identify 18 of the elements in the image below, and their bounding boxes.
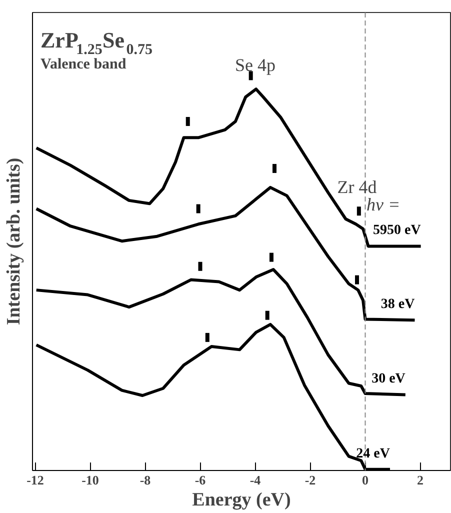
x-tick-label: -6 (194, 472, 206, 488)
annotation: Zr 4d (337, 177, 377, 198)
series-label: 38 eV (380, 297, 415, 312)
x-tick-label: 2 (417, 472, 424, 488)
x-tick-label: -8 (140, 472, 152, 488)
y-axis-title: Intensity (arb. units) (4, 158, 24, 326)
series-label: 24 eV (356, 446, 390, 462)
x-tick-label: -4 (250, 472, 262, 488)
series-label: 5950 eV (372, 223, 421, 238)
x-tick-label: -10 (82, 472, 99, 488)
annotation: hν = (366, 194, 400, 214)
x-tick-label: -12 (26, 472, 44, 488)
x-tick-label: 0 (362, 472, 368, 488)
x-axis-title: Energy (eV) (192, 490, 291, 510)
annotation: Se 4p (235, 55, 276, 76)
series-label: 30 eV (372, 372, 406, 387)
x-tick-label: -2 (304, 472, 316, 488)
text: Valence band (40, 56, 127, 72)
